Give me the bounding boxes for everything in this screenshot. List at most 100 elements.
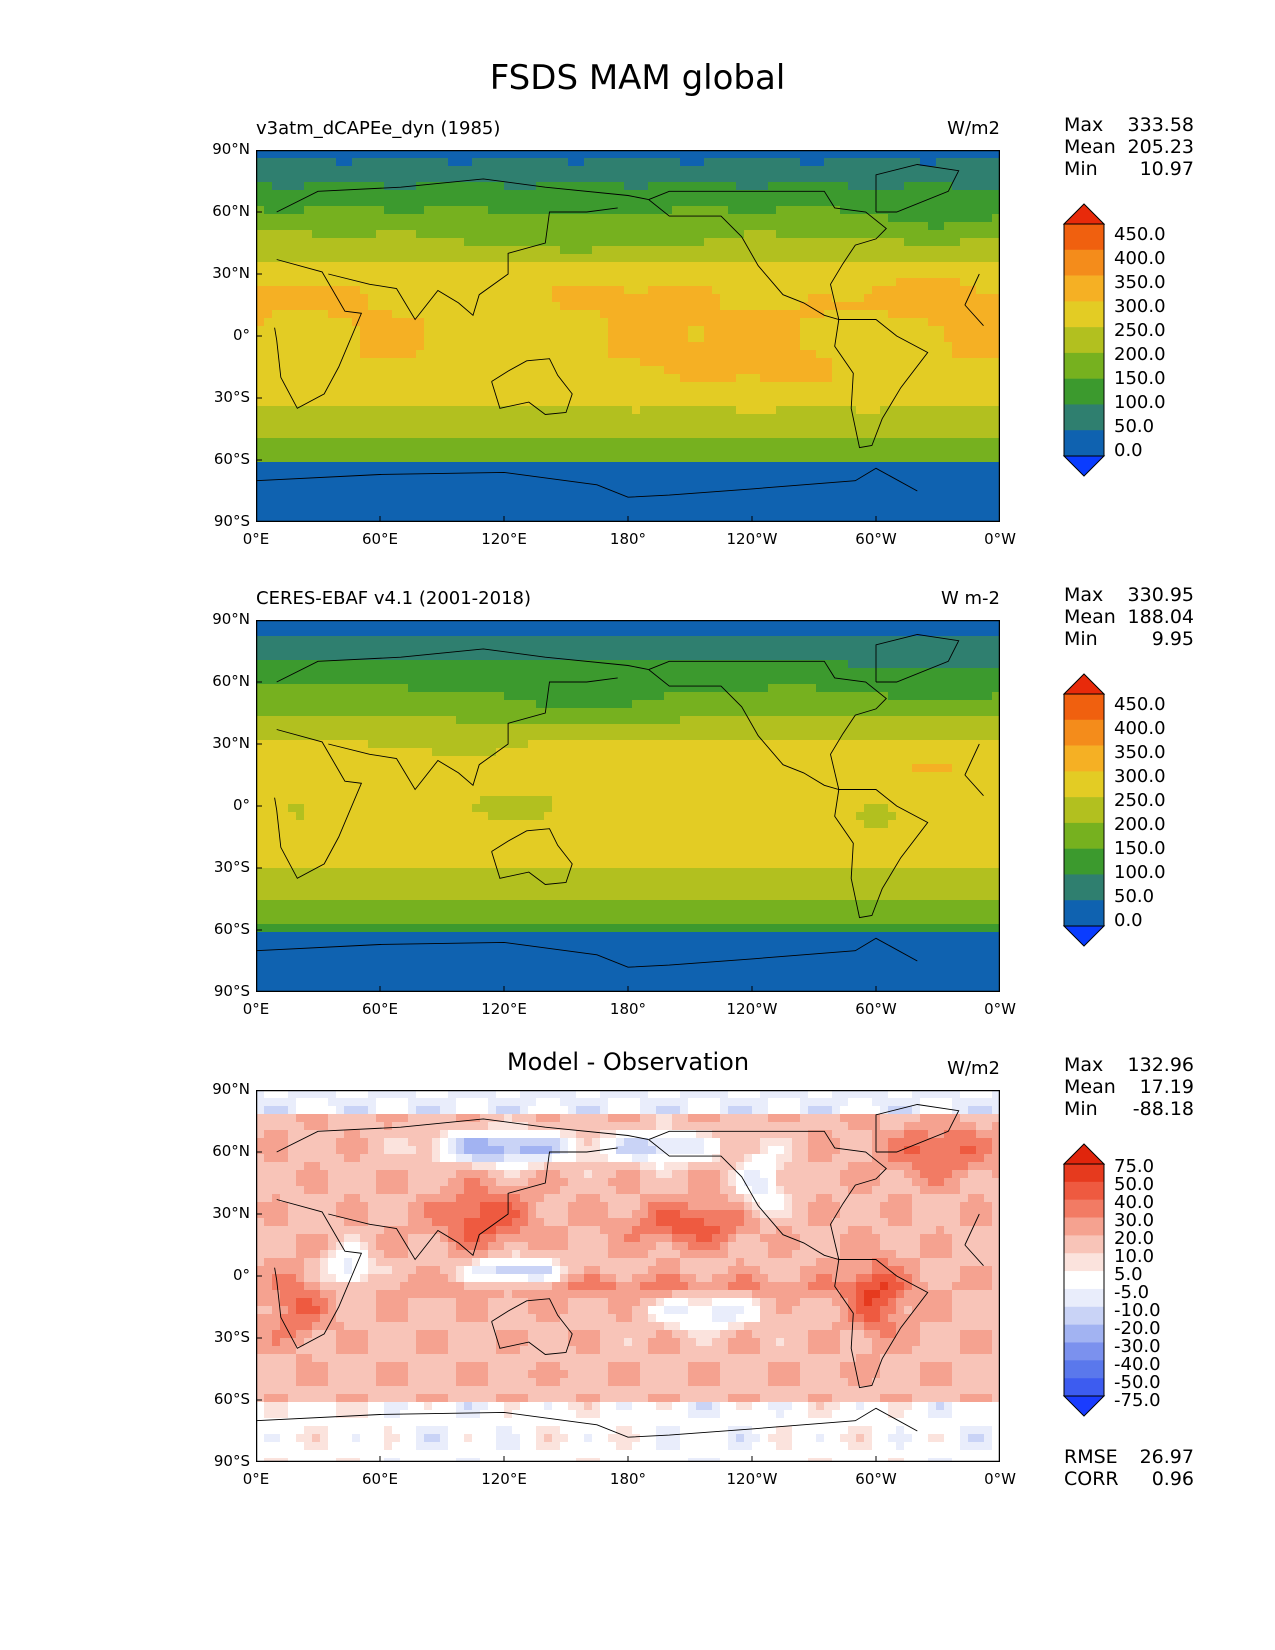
field-cell	[464, 206, 473, 215]
field-cell	[600, 446, 609, 455]
field-cell	[928, 406, 937, 415]
field-cell	[456, 446, 465, 455]
field-cell	[864, 310, 873, 319]
field-cell	[528, 422, 537, 431]
field-cell	[536, 486, 545, 495]
field-cell	[760, 174, 769, 183]
field-cell	[440, 462, 449, 471]
field-cell	[496, 422, 505, 431]
field-cell	[696, 198, 705, 207]
field-cell	[304, 278, 313, 287]
field-cell	[256, 150, 265, 159]
field-cell	[760, 190, 769, 199]
field-cell	[504, 334, 513, 343]
field-cell	[672, 198, 681, 207]
field-cell	[744, 430, 753, 439]
field-cell	[480, 246, 489, 255]
field-cell	[584, 462, 593, 471]
field-cell	[912, 494, 921, 503]
field-cell	[872, 270, 881, 279]
field-cell	[640, 390, 649, 399]
field-cell	[432, 636, 441, 645]
field-cell	[712, 510, 721, 519]
field-cell	[944, 478, 953, 487]
field-cell	[472, 150, 481, 159]
field-cell	[576, 652, 585, 661]
field-cell	[336, 238, 345, 247]
field-cell	[888, 206, 897, 215]
field-cell	[672, 150, 681, 159]
field-cell	[960, 620, 969, 629]
field-cell	[768, 334, 777, 343]
field-cell	[616, 652, 625, 661]
field-cell	[328, 454, 337, 463]
field-cell	[864, 438, 873, 447]
field-cell	[664, 182, 673, 191]
field-cell	[568, 414, 577, 423]
field-cell	[832, 390, 841, 399]
field-cell	[680, 502, 689, 511]
field-cell	[968, 478, 977, 487]
colorbar-label: 50.0	[1114, 416, 1155, 437]
field-cell	[448, 326, 457, 335]
field-cell	[496, 446, 505, 455]
field-cell	[280, 158, 289, 167]
field-cell	[432, 620, 441, 629]
field-cell	[328, 510, 337, 519]
field-cell	[728, 446, 737, 455]
x-tick: 0°E	[242, 530, 270, 548]
field-cell	[752, 518, 761, 522]
field-cell	[896, 294, 905, 303]
field-cell	[288, 334, 297, 343]
field-cell	[640, 294, 649, 303]
field-cell	[776, 166, 785, 175]
field-cell	[440, 494, 449, 503]
field-cell	[336, 374, 345, 383]
field-cell	[256, 294, 265, 303]
field-cell	[928, 358, 937, 367]
field-cell	[656, 620, 665, 629]
field-cell	[320, 158, 329, 167]
field-cell	[712, 230, 721, 239]
field-cell	[384, 366, 393, 375]
field-cell	[296, 206, 305, 215]
field-cell	[536, 214, 545, 223]
field-cell	[856, 644, 865, 653]
field-cell	[496, 486, 505, 495]
field-cell	[480, 214, 489, 223]
field-cell	[568, 310, 577, 319]
field-cell	[992, 174, 1000, 183]
field-cell	[584, 636, 593, 645]
field-cell	[528, 414, 537, 423]
field-cell	[496, 294, 505, 303]
field-cell	[264, 326, 273, 335]
field-cell	[816, 246, 825, 255]
field-cell	[880, 310, 889, 319]
field-cell	[664, 294, 673, 303]
field-cell	[528, 158, 537, 167]
field-cell	[576, 294, 585, 303]
field-cell	[568, 150, 577, 159]
field-cell	[384, 644, 393, 653]
field-cell	[280, 174, 289, 183]
field-cell	[416, 302, 425, 311]
field-cell	[992, 510, 1000, 519]
colorbar-segment	[1064, 378, 1104, 405]
field-cell	[448, 374, 457, 383]
field-cell	[840, 270, 849, 279]
field-cell	[872, 318, 881, 327]
field-cell	[856, 620, 865, 629]
field-cell	[800, 358, 809, 367]
field-cell	[952, 190, 961, 199]
field-cell	[480, 644, 489, 653]
field-cell	[664, 158, 673, 167]
field-cell	[624, 214, 633, 223]
field-cell	[936, 278, 945, 287]
field-cell	[696, 636, 705, 645]
field-cell	[680, 390, 689, 399]
field-cell	[528, 174, 537, 183]
field-cell	[488, 398, 497, 407]
field-cell	[616, 644, 625, 653]
field-cell	[688, 342, 697, 351]
field-cell	[376, 286, 385, 295]
